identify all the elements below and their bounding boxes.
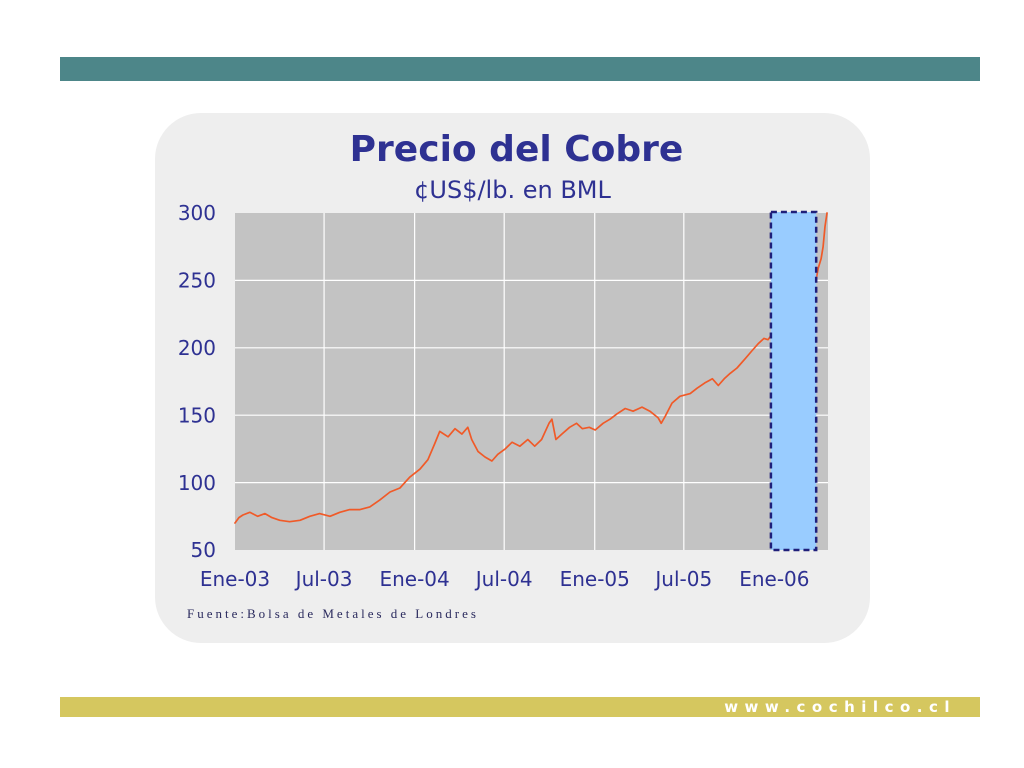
x-tick-label: Ene-06 — [739, 567, 809, 591]
chart-panel: Precio del Cobre ¢US$/lb. en BML Ene-03 J… — [155, 113, 870, 643]
y-tick-label: 250 — [178, 269, 216, 293]
website-url: www.cochilco.cl — [724, 698, 956, 716]
x-tick-label: Ene-04 — [379, 567, 449, 591]
y-tick-label: 200 — [178, 336, 216, 360]
x-tick-label: Ene-05 — [560, 567, 630, 591]
copper-price-chart: Ene-03 Jul-03 Ene-04 Jul-04 Ene-05 Jul-05 Ene-… — [178, 201, 828, 591]
x-tick-label: Jul-03 — [294, 567, 353, 591]
highlight-box — [769, 210, 818, 552]
chart-title: Precio del Cobre — [349, 129, 684, 170]
x-tick-label: Jul-04 — [474, 567, 533, 591]
x-tick-label: Jul-05 — [653, 567, 712, 591]
y-tick-label: 300 — [178, 201, 216, 225]
source-note: Fuente:Bolsa de Metales de Londres — [187, 606, 479, 621]
series-line — [234, 212, 828, 524]
plot-area — [235, 213, 828, 550]
y-tick-label: 150 — [178, 403, 216, 427]
top-header-bar — [60, 57, 980, 81]
footer-bar: www.cochilco.cl — [60, 697, 980, 717]
x-tick-label: Ene-03 — [200, 567, 270, 591]
chart-subtitle: ¢US$/lb. en BML — [414, 176, 611, 204]
y-tick-label: 100 — [178, 471, 216, 495]
y-tick-label: 50 — [191, 538, 216, 562]
